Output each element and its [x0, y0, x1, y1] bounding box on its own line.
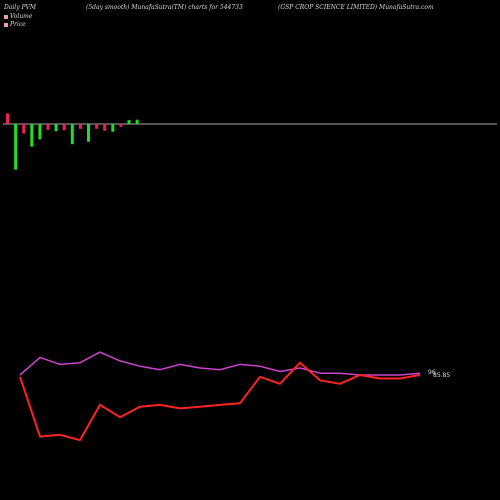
- legend-price-swatch: [4, 22, 8, 27]
- volume-bar-0: [6, 113, 9, 124]
- volume-bar-2: [22, 124, 26, 134]
- price-last-label: 96: [428, 369, 436, 376]
- volume-bar-8: [70, 124, 74, 145]
- volume-bar-1: [14, 124, 18, 170]
- legend-volume: Volume: [4, 13, 32, 20]
- smooth-price-line: [19, 351, 421, 376]
- legend-price-label: Price: [10, 21, 26, 28]
- company-caption: (GSP CROP SCIENCE LIMITED) MunafaSutra.c…: [278, 4, 434, 11]
- volume-bar-16: [135, 119, 139, 124]
- volume-bar-7: [62, 124, 66, 131]
- chart-type-label: Daily PVM: [4, 4, 37, 11]
- price-line: [19, 361, 421, 442]
- price-last-label-alt: 85.85: [433, 372, 450, 379]
- volume-bar-14: [119, 124, 123, 127]
- volume-bar-3: [30, 124, 34, 147]
- volume-bar-10: [87, 124, 90, 142]
- legend-volume-swatch: [4, 14, 8, 19]
- volume-bar-4: [38, 124, 42, 140]
- volume-bar-12: [103, 124, 107, 131]
- volume-bar-11: [95, 124, 99, 129]
- volume-bar-9: [78, 124, 82, 129]
- volume-bar-6: [54, 124, 58, 132]
- legend-price: Price: [4, 21, 26, 28]
- volume-bar-13: [111, 124, 115, 132]
- volume-bar-5: [46, 124, 50, 130]
- chart-caption: (5day smooth) MunafaSutra(TM) charts for…: [86, 4, 243, 11]
- volume-bar-15: [127, 120, 131, 124]
- legend-volume-label: Volume: [10, 13, 33, 20]
